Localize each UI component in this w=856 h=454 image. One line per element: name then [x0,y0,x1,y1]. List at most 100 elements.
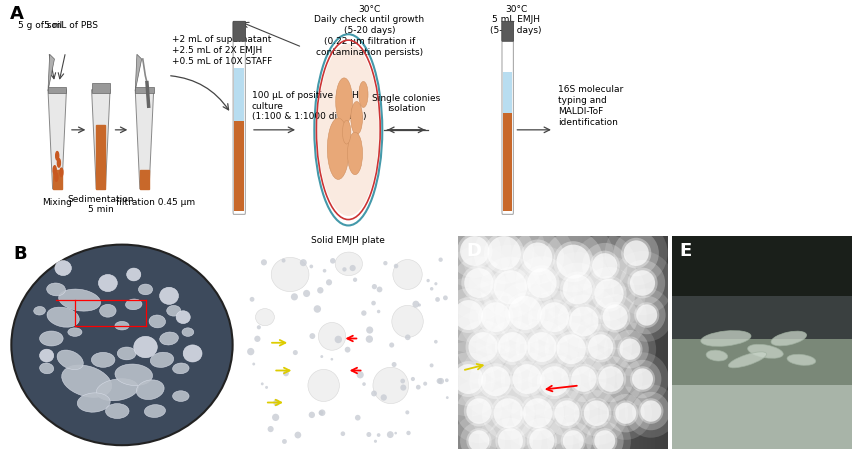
Circle shape [448,379,510,443]
Circle shape [536,381,598,445]
Circle shape [437,378,443,384]
Circle shape [426,279,430,282]
Ellipse shape [173,391,189,401]
Circle shape [342,120,351,144]
Circle shape [431,342,505,416]
Circle shape [265,386,268,389]
Circle shape [561,428,586,454]
Circle shape [603,322,657,376]
Circle shape [505,310,579,385]
Text: 100 µL of positive EMJH
culture
(1:100 & 1:1000 dilution): 100 µL of positive EMJH culture (1:100 &… [252,91,366,122]
Circle shape [323,269,326,272]
Circle shape [372,390,377,396]
Circle shape [505,292,545,333]
Circle shape [303,290,310,297]
Circle shape [459,344,532,419]
Circle shape [515,320,568,374]
Circle shape [592,253,617,279]
Circle shape [468,245,552,330]
Circle shape [486,320,539,374]
Circle shape [627,268,657,298]
Circle shape [472,376,545,450]
Polygon shape [96,125,105,189]
Circle shape [616,352,669,406]
Circle shape [586,422,624,454]
Text: C: C [253,242,265,261]
Circle shape [282,258,286,262]
Bar [672,296,852,339]
Circle shape [632,368,653,390]
Circle shape [600,302,630,332]
Circle shape [453,256,505,310]
Circle shape [636,304,657,326]
Text: E: E [679,242,692,261]
Ellipse shape [308,370,339,401]
Polygon shape [135,54,142,91]
Circle shape [494,270,527,304]
Circle shape [456,388,502,434]
Circle shape [513,364,542,394]
Circle shape [127,268,141,281]
Circle shape [466,329,501,365]
Polygon shape [135,87,154,93]
Ellipse shape [62,365,111,397]
Circle shape [580,347,643,411]
Ellipse shape [173,363,189,374]
Circle shape [540,366,569,396]
Circle shape [526,425,557,454]
Text: filtration 0.45 µm: filtration 0.45 µm [116,198,195,207]
Circle shape [134,336,158,358]
Circle shape [556,245,590,279]
Text: +2 mL of supernatant
+2.5 mL of 2X EMJH
+0.5 mL of 10X STAFF: +2 mL of supernatant +2.5 mL of 2X EMJH … [172,35,272,66]
Polygon shape [135,90,154,189]
Text: 5 g of soil: 5 g of soil [18,21,62,30]
Circle shape [552,398,582,429]
Circle shape [544,390,590,436]
Circle shape [389,342,395,348]
Circle shape [434,282,437,286]
Circle shape [435,297,440,302]
Circle shape [509,361,544,397]
Circle shape [159,287,178,304]
Circle shape [377,310,380,313]
Circle shape [620,260,665,306]
Circle shape [348,132,363,175]
Circle shape [460,422,498,454]
Circle shape [283,370,288,376]
Circle shape [607,394,645,432]
Circle shape [583,267,635,321]
Ellipse shape [33,306,45,315]
Circle shape [381,394,387,401]
Circle shape [57,158,61,167]
Circle shape [413,301,419,308]
Text: 5 mL of PBS: 5 mL of PBS [45,21,98,30]
Polygon shape [140,170,149,189]
Circle shape [438,257,443,262]
Circle shape [411,377,415,381]
Ellipse shape [47,307,80,327]
Circle shape [579,414,631,454]
Circle shape [573,257,645,331]
Bar [235,68,244,121]
Circle shape [496,425,526,454]
Circle shape [487,236,520,270]
Circle shape [53,166,56,174]
Circle shape [518,280,591,355]
Circle shape [449,224,501,278]
Circle shape [282,439,287,444]
Circle shape [416,385,420,390]
Ellipse shape [255,309,275,326]
Circle shape [183,345,202,362]
Circle shape [483,270,567,355]
Circle shape [541,252,615,327]
Circle shape [430,363,434,367]
Circle shape [39,349,54,362]
Circle shape [511,231,564,284]
Bar [672,339,852,385]
Circle shape [574,234,636,298]
Circle shape [377,433,380,437]
Circle shape [624,360,662,398]
Circle shape [523,242,552,272]
Circle shape [620,339,640,360]
Circle shape [98,275,117,291]
